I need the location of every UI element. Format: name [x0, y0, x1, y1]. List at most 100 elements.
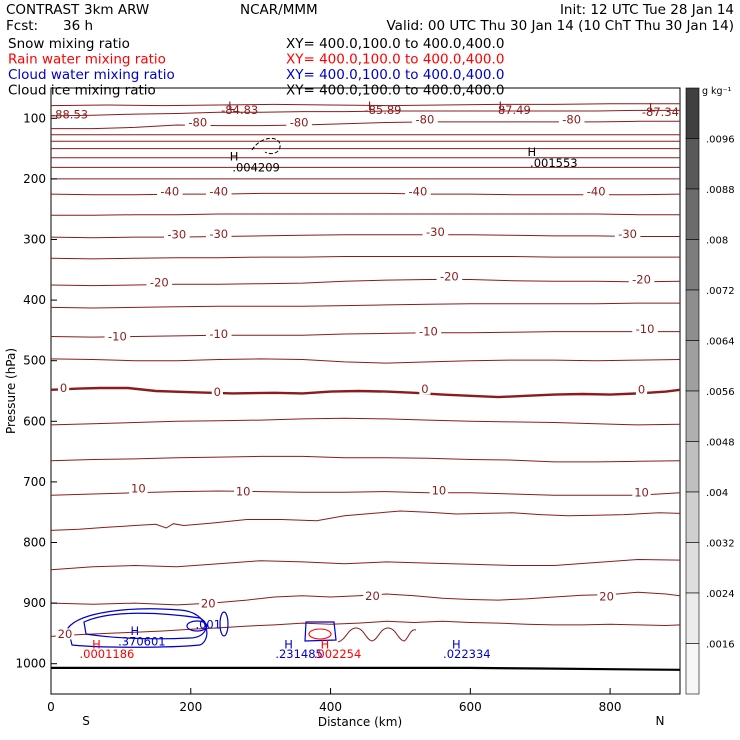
y-tick-label-400: 400 — [23, 293, 46, 307]
temp-label-2-bg — [363, 590, 382, 602]
temp-label-0: 20 — [58, 627, 73, 641]
temp-label-14: -10 — [419, 325, 438, 339]
temp-label-16: -20 — [150, 275, 169, 289]
temp-label-9-bg — [211, 386, 223, 398]
temp-label-22: -30 — [618, 227, 637, 241]
x-tick-label-600: 600 — [459, 700, 482, 714]
temp-label-11: 0 — [638, 383, 645, 397]
colorbar-tick-6: .0048 — [706, 438, 735, 449]
colorbar-tick-4: .0064 — [706, 337, 735, 348]
y-tick-label-900: 900 — [23, 596, 46, 610]
temp-label-2: 20 — [365, 589, 380, 603]
rain-water-contour-central — [308, 628, 332, 640]
temp-label-11-bg — [635, 384, 648, 396]
temp-label-15: -10 — [636, 322, 655, 336]
cloud-water-label-2: .001 — [195, 618, 221, 632]
temp-contour--10-9 — [50, 331, 680, 338]
temp-contour-20-1 — [50, 591, 681, 606]
header-fcst-value: 36 h — [63, 18, 93, 34]
x-tick-label-0: 0 — [47, 700, 55, 714]
colorbar-tick-9: .0024 — [706, 589, 735, 600]
temp-label-29-bg — [412, 113, 438, 125]
header-valid: Valid: 00 UTC Thu 30 Jan 14 (10 ChT Thu … — [386, 18, 734, 34]
x-tick-label-800: 800 — [599, 700, 622, 714]
cloud-water-label-5: H — [452, 638, 461, 652]
temp-label-18-bg — [628, 273, 655, 285]
temp-label-6-bg — [429, 484, 449, 496]
cloud-water-contour-core — [186, 620, 208, 632]
temp-contour--15-10 — [50, 302, 680, 309]
x-end-label-north: N — [656, 714, 665, 728]
temp-extrema-label-8: -87.34 — [642, 105, 679, 119]
temp-label-13-bg — [205, 328, 232, 340]
rain-water-label-3: .002254 — [314, 647, 362, 661]
cloud-water-contour-inner — [83, 612, 207, 640]
contour-labels: 20 20 20 20 10 10 10 10 0 0 0 0 -10 -10 -10 -10 -20 -20 -2… — [51, 99, 679, 661]
temp-extrema-label-5: L — [499, 99, 506, 113]
field-xy-0: XY= 400.0,100.0 to 400.0,400.0 — [286, 36, 504, 52]
temp-label-18: -20 — [632, 272, 651, 286]
x-axis-label: Distance (km) — [318, 715, 402, 729]
temp-label-19: -30 — [167, 228, 186, 242]
y-axis-label: Pressure (hPa) — [4, 348, 18, 434]
temp-label-8: 0 — [60, 381, 67, 395]
axes: 0 200 400 600 800100200300400500600700800900… — [15, 111, 621, 714]
temp-contour--5-8 — [50, 358, 681, 364]
y-tick-label-600: 600 — [23, 414, 46, 428]
colorbar-tick-7: .004 — [706, 488, 728, 499]
y-tick-label-300: 300 — [23, 233, 46, 247]
temp-label-10: 0 — [421, 382, 428, 396]
temp-label-20-bg — [205, 228, 232, 240]
temp-label-17-bg — [436, 270, 463, 282]
temp-contour--85-23 — [50, 109, 680, 117]
temp-label-19-bg — [164, 229, 190, 241]
cloud-water-contour-outer — [67, 608, 208, 648]
surface-line — [51, 666, 681, 671]
temp-label-3-bg — [597, 590, 616, 602]
temp-label-1-bg — [199, 598, 218, 610]
colorbar-swatch-1 — [685, 138, 700, 190]
temp-label-30-bg — [558, 113, 585, 125]
temp-contour-20-2 — [50, 558, 681, 571]
temp-label-12-bg — [104, 330, 131, 342]
header-project: CONTRAST — [6, 2, 80, 18]
temp-label-6: 10 — [432, 483, 447, 497]
ice-contour — [251, 137, 281, 155]
temp-label-26-bg — [583, 186, 609, 198]
colorbar-tick-0: .0096 — [706, 135, 735, 146]
cloud-water-contour-central — [304, 621, 337, 642]
temp-label-24: -40 — [209, 185, 228, 199]
temp-contour--35-14 — [51, 213, 680, 216]
temp-contour--88-24 — [50, 103, 680, 107]
warm-cloud-bumps — [337, 627, 417, 643]
cloud-water-contour-east — [219, 611, 229, 637]
temp-label-27: -80 — [188, 115, 207, 129]
colorbar-swatch-4 — [685, 289, 700, 341]
temp-label-0-bg — [55, 628, 75, 640]
temp-contour--40-15 — [50, 192, 681, 196]
temp-contour-5-6 — [50, 417, 681, 426]
temp-label-30: -80 — [562, 112, 581, 126]
temp-label-23-bg — [157, 186, 183, 198]
colorbar-unit: g kg⁻¹ — [702, 86, 732, 97]
y-tick-label-500: 500 — [23, 354, 46, 368]
temp-label-28: -80 — [290, 115, 309, 129]
temp-contour--25-12 — [50, 256, 680, 260]
temp-label-24-bg — [205, 186, 232, 198]
temp-label-7: 10 — [634, 486, 649, 500]
temp-label-15-bg — [632, 323, 658, 335]
temp-label-9: 0 — [214, 385, 221, 399]
temp-label-13: -10 — [209, 327, 228, 341]
colorbar-swatch-8 — [685, 491, 700, 543]
temp-label-1: 20 — [201, 597, 216, 611]
field-name-2: Cloud water mixing ratio — [8, 67, 175, 83]
temp-label-5: 10 — [236, 485, 251, 499]
y-tick-label-100: 100 — [23, 111, 46, 125]
field-name-1: Rain water mixing ratio — [8, 52, 166, 68]
colorbar-swatch-2 — [685, 188, 700, 240]
field-xy-2: XY= 400.0,100.0 to 400.0,400.0 — [286, 67, 504, 83]
temp-label-7-bg — [632, 487, 651, 499]
temp-extrema-label-2: -84.83 — [221, 103, 258, 117]
rain-water-label-2: H — [321, 638, 330, 652]
ice-extrema-value-1: .001553 — [530, 156, 578, 170]
